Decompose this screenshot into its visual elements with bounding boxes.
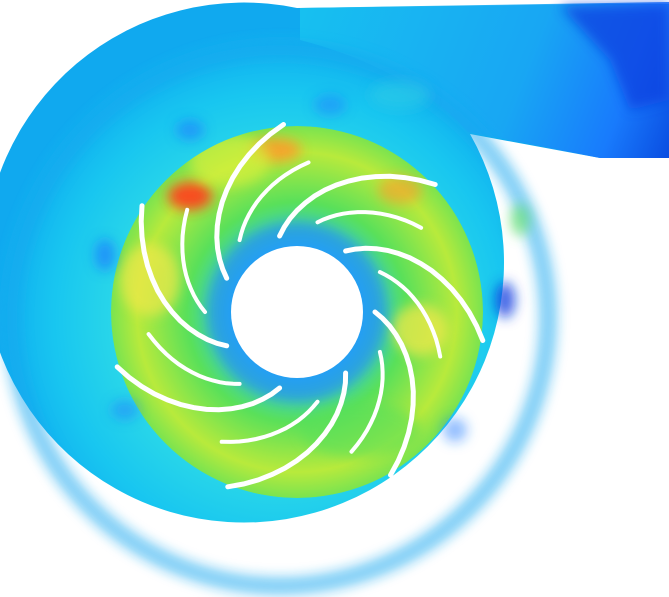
main-blade: [343, 245, 486, 343]
main-blade: [138, 203, 230, 349]
high-velocity-spot-2: [378, 176, 422, 204]
splitter-blade: [146, 332, 242, 386]
volute-flow-pockets: [95, 81, 530, 442]
high-velocity-spot-red: [168, 182, 212, 210]
main-blade: [214, 122, 286, 281]
splitter-blade: [315, 210, 424, 230]
main-blade: [114, 364, 283, 413]
volute-outer-ring: [3, 41, 557, 595]
main-blade: [277, 173, 438, 239]
splitter-blade: [219, 399, 320, 444]
splitter-blade: [180, 207, 207, 314]
outlet-deep-blue-core: [560, 4, 669, 110]
outlet-duct: [300, 2, 669, 158]
splitter-blade: [349, 349, 385, 454]
main-blade: [372, 309, 416, 478]
splitter-blade: [377, 270, 443, 359]
yellow-zone-right: [392, 304, 448, 356]
green-zone-bottom: [300, 402, 420, 458]
splitter-blade: [237, 160, 311, 243]
impeller-hub-hole: [231, 246, 363, 378]
impeller-blades: [114, 122, 486, 490]
main-blade: [225, 370, 349, 490]
